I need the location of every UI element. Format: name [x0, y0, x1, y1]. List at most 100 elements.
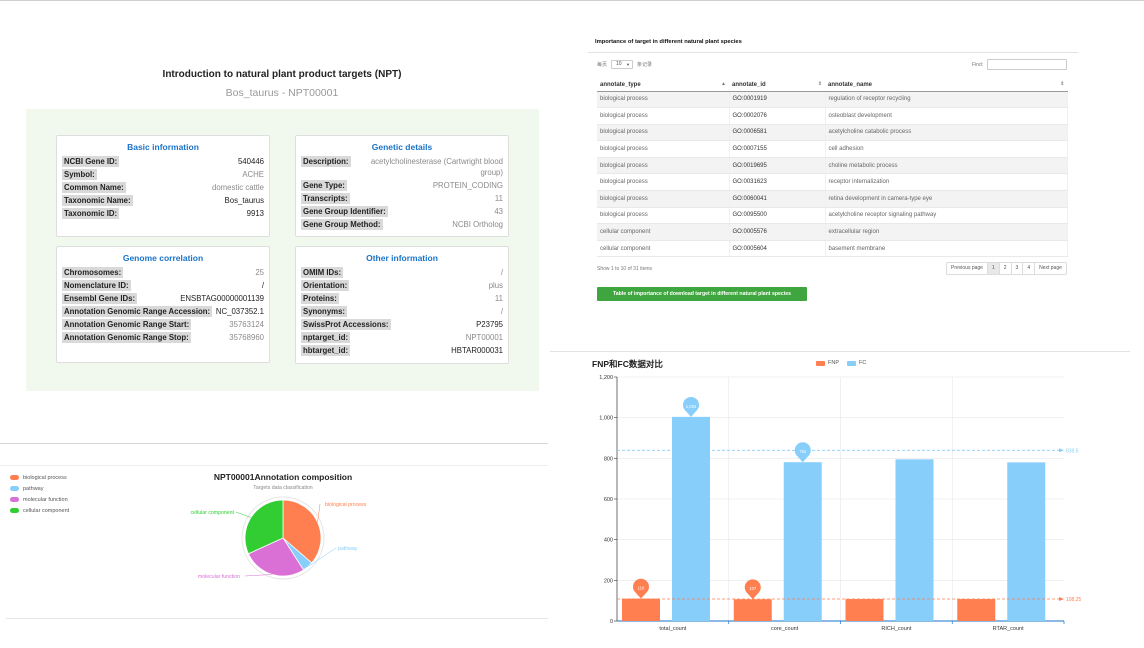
page-button[interactable]: 4 [1023, 263, 1036, 274]
legend-item[interactable]: FC [847, 360, 866, 366]
bar-fnp [622, 598, 660, 621]
info-row: nptarget_id: NPT00001 [296, 332, 508, 343]
pie-slice-label: pathway [338, 546, 358, 552]
info-key: Gene Group Method: [301, 219, 383, 230]
column-label: annotate_id [732, 81, 766, 88]
sort-icon: ⇕ [1060, 81, 1065, 87]
info-key: Chromosomes: [62, 267, 124, 278]
info-key: Taxonomic ID: [62, 208, 120, 219]
importance-table-section: Importance of target in different natura… [588, 39, 1078, 301]
legend-item[interactable]: molecular function [10, 494, 69, 505]
column-header-annotate-id[interactable]: annotate_id ⇕ [729, 79, 825, 92]
table-info: Show 1 to 10 of 31 items [597, 266, 653, 272]
info-key: Transcripts: [301, 193, 350, 204]
info-value: domestic cattle [211, 183, 264, 192]
pie-slice [282, 499, 322, 564]
table-cell: GO:0095500 [729, 207, 826, 225]
info-key: Nomenclature ID: [62, 280, 131, 291]
download-table-button[interactable]: Table of importance of download target i… [597, 287, 807, 301]
basic-information-title: Basic information [127, 142, 199, 152]
table-cell: biological process [597, 207, 730, 225]
legend-item[interactable]: pathway [10, 483, 69, 494]
info-row: Description: acetylcholinesterase (Cartwr… [296, 156, 508, 178]
info-value: 9913 [246, 209, 264, 218]
divider [6, 618, 548, 619]
page-length-select[interactable]: 10 ▼ [611, 60, 634, 69]
annotation-table: annotate_type ▲ annotate_id ⇕ annotate_nam… [597, 79, 1068, 258]
page-button[interactable]: 1 [987, 263, 1000, 274]
info-value: 11 [494, 294, 503, 303]
info-row: Gene Type: PROTEIN_CODING [296, 180, 508, 191]
info-row: hbtarget_id: HBTAR000031 [296, 345, 508, 356]
mark-line-arrow [1059, 596, 1064, 601]
y-tick-label: 1,200 [599, 375, 613, 381]
column-header-annotate-type[interactable]: annotate_type ▲ [597, 79, 729, 92]
divider [588, 52, 1078, 53]
mark-line-arrow [1059, 448, 1064, 453]
pie-chart: biological process pathway molecular funct… [190, 496, 367, 580]
table-cell: basement membrane [825, 240, 1068, 258]
table-row: biological process GO:0060041 retina devel… [597, 190, 1068, 208]
sort-icon: ⇕ [817, 81, 822, 87]
x-tick-label: total_count [659, 626, 686, 632]
previous-page-button[interactable]: Previous page [947, 263, 988, 274]
legend-label: FNP [828, 360, 839, 366]
info-value: 35768960 [229, 333, 264, 342]
column-header-annotate-name[interactable]: annotate_name ⇕ [825, 79, 1068, 92]
info-key: SwissProt Accessions: [301, 319, 391, 330]
table-cell: cell adhesion [825, 140, 1068, 158]
table-row: biological process GO:0019695 choline meta… [597, 157, 1068, 175]
pie-legend: biological process pathway molecular funct… [10, 472, 69, 516]
legend-item[interactable]: FNP [816, 360, 839, 366]
info-row: Synonyms: / [296, 306, 508, 317]
page-button[interactable]: 3 [1012, 263, 1024, 274]
info-row: OMIM IDs: / [296, 267, 508, 278]
table-row: biological process GO:0031623 receptor int… [597, 173, 1068, 192]
info-row: Common Name: domestic cattle [57, 182, 269, 193]
legend-label: molecular function [23, 496, 68, 503]
find-input[interactable] [987, 59, 1068, 70]
table-cell: GO:0031623 [729, 173, 826, 192]
table-row: cellular component GO:0005576 extracellula… [597, 223, 1068, 241]
info-key: Ensembl Gene IDs: [62, 293, 138, 304]
info-row: Annotation Genomic Range Stop: 35768960 [57, 332, 269, 343]
table-cell: osteoblast development [825, 107, 1068, 125]
table-header-row: annotate_type ▲ annotate_id ⇕ annotate_nam… [597, 79, 1068, 92]
info-key: Proteins: [301, 293, 339, 304]
basic-information-card: Basic information NCBI Gene ID: 540446 Sym… [56, 135, 270, 237]
info-row: Symbol: ACHE [57, 169, 269, 180]
bar-fnp [845, 599, 884, 621]
max-point-label: 110 [638, 586, 645, 591]
info-value: ENSBTAG00000001139 [180, 294, 264, 303]
table-cell: GO:0006581 [729, 124, 826, 142]
info-row: Annotation Genomic Range Start: 35763124 [57, 319, 269, 330]
info-value: / [500, 307, 503, 316]
bar-chart: 0 200 400 600 800 1,000 1,200 total_count core_c… [599, 375, 1081, 632]
table-row: cellular component GO:0005604 basement mem… [597, 240, 1068, 258]
chevron-down-icon: ▼ [626, 62, 631, 67]
divider [0, 443, 548, 444]
legend-swatch [847, 360, 856, 366]
legend-label: biological process [23, 474, 67, 481]
legend-item[interactable]: biological process [10, 472, 69, 483]
table-cell: biological process [597, 124, 730, 142]
legend-label: FC [859, 360, 867, 366]
page-button[interactable]: 2 [1000, 263, 1012, 274]
other-information-card: Other information OMIM IDs: / Orientation:… [295, 246, 509, 364]
info-key: Annotation Genomic Range Stop: [62, 332, 191, 343]
y-tick-label: 0 [610, 619, 613, 625]
legend-item[interactable]: cellular component [10, 505, 69, 516]
x-tick-label: RTAR_count [993, 626, 1024, 632]
bar-fnp [957, 599, 996, 621]
y-tick-label: 1,000 [599, 416, 613, 422]
info-key: Symbol: [62, 169, 97, 180]
max-point-label: 107 [749, 586, 757, 591]
next-page-button[interactable]: Next page [1039, 265, 1062, 271]
page-length-suffix: 条记录 [637, 62, 653, 68]
info-row: Taxonomic ID: 9913 [57, 208, 269, 219]
legend-swatch [10, 486, 19, 491]
legend-label: pathway [23, 485, 44, 492]
target-info-panel: Basic information NCBI Gene ID: 540446 Sym… [26, 109, 539, 391]
pie-slice [244, 499, 284, 555]
